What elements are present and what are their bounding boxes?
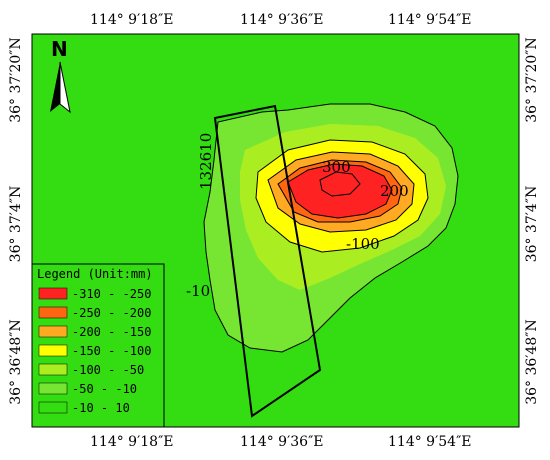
north-arrow-icon (50, 61, 71, 114)
legend-swatch (38, 287, 68, 300)
zone-250 (287, 163, 393, 219)
panel-label: 132610 (197, 133, 215, 190)
legend-item-label: -250 - -200 (72, 306, 151, 320)
top-coord-1: 114° 9′18″E (90, 12, 174, 28)
legend-swatch (38, 382, 68, 395)
bottom-coord-2: 114° 9′36″E (240, 434, 324, 450)
legend-title: Legend (Unit:mm) (37, 267, 153, 281)
legend-item-label: -200 - -150 (72, 325, 151, 339)
legend-item-label: -10 - 10 (72, 401, 130, 415)
contour-300 (319, 171, 361, 197)
legend: Legend (Unit:mm) -310 - -250 -250 - -200 -… (31, 263, 165, 428)
contour-label-200: 200 (380, 182, 409, 200)
legend-item-label: -50 - -10 (72, 382, 137, 396)
bottom-coord-1: 114° 9′18″E (90, 434, 174, 450)
right-coord-2: 36° 37′4″N (524, 186, 540, 263)
top-coord-3: 114° 9′54″E (388, 12, 472, 28)
legend-item-label: -100 - -50 (72, 363, 144, 377)
right-coord-3: 36° 36′48″N (524, 319, 540, 405)
contour-label-100: -100 (346, 235, 380, 253)
legend-swatch (38, 344, 68, 357)
bottom-coord-3: 114° 9′54″E (388, 434, 472, 450)
left-coord-1: 36° 37′20″N (8, 37, 24, 123)
legend-swatch (38, 401, 68, 414)
right-coord-1: 36° 37′20″N (524, 37, 540, 123)
left-coord-3: 36° 36′48″N (8, 319, 24, 405)
contour-label-300: 300 (322, 158, 351, 176)
legend-swatch (38, 325, 68, 338)
top-coord-2: 114° 9′36″E (240, 12, 324, 28)
legend-item-label: -150 - -100 (72, 344, 151, 358)
working-panel-outline (213, 104, 322, 418)
north-arrow-label: N (51, 37, 68, 61)
legend-item-label: -310 - -250 (72, 287, 151, 301)
left-coord-2: 36° 37′4″N (8, 186, 24, 263)
legend-swatch (38, 306, 68, 319)
subsidence-basin (203, 103, 459, 353)
legend-swatch (38, 363, 68, 376)
contour-label-10: -10 (186, 282, 210, 300)
